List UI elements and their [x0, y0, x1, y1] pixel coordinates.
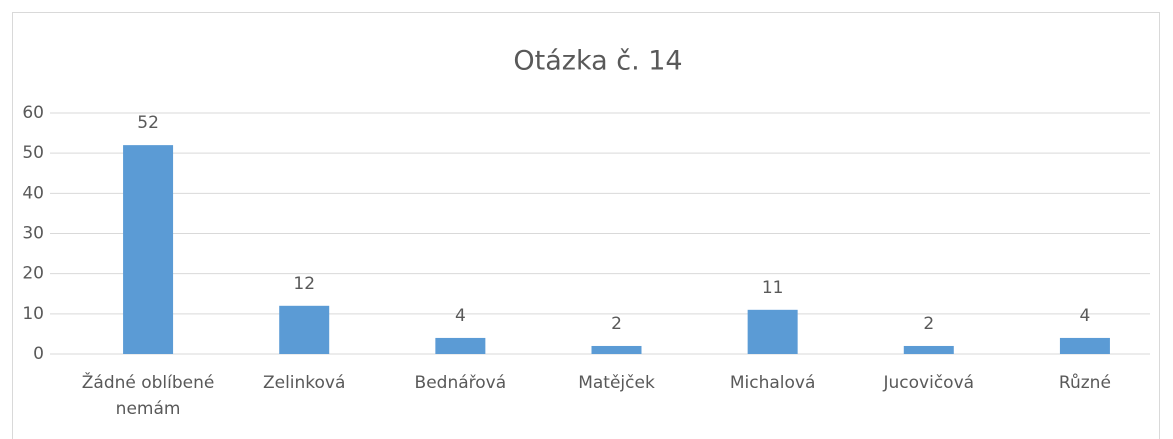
- data-label: 12: [293, 274, 315, 294]
- y-tick-label: 60: [22, 103, 44, 123]
- y-tick-label: 0: [33, 344, 44, 364]
- data-label: 11: [762, 278, 784, 298]
- chart-title: Otázka č. 14: [513, 46, 682, 77]
- data-label: 2: [611, 314, 622, 334]
- y-tick-label: 30: [22, 224, 44, 244]
- y-tick-label: 50: [22, 143, 44, 163]
- x-tick-label: Jucovičová: [883, 373, 975, 393]
- bar: [435, 337, 486, 354]
- x-tick-label: Matějček: [578, 373, 655, 393]
- chart-border: [12, 12, 1160, 439]
- data-label: 4: [455, 306, 466, 326]
- bar: [903, 345, 954, 354]
- x-tick-label: Žádné oblíbené nemám: [81, 373, 215, 419]
- x-tick-label: Různé: [1058, 373, 1111, 393]
- bar: [1059, 337, 1110, 354]
- bar: [591, 345, 642, 354]
- data-label: 4: [1080, 306, 1091, 326]
- data-label: 2: [923, 314, 934, 334]
- y-tick-label: 40: [22, 183, 44, 203]
- x-tick-label: Zelinková: [262, 373, 346, 393]
- bar: [279, 305, 330, 354]
- bar: [123, 145, 174, 354]
- x-tick-label: Bednářová: [414, 373, 507, 393]
- data-label: 52: [137, 113, 159, 133]
- y-tick-label: 10: [22, 304, 44, 324]
- y-tick-label: 20: [22, 264, 44, 284]
- bar: [747, 309, 798, 354]
- x-tick-label: Michalová: [729, 373, 816, 393]
